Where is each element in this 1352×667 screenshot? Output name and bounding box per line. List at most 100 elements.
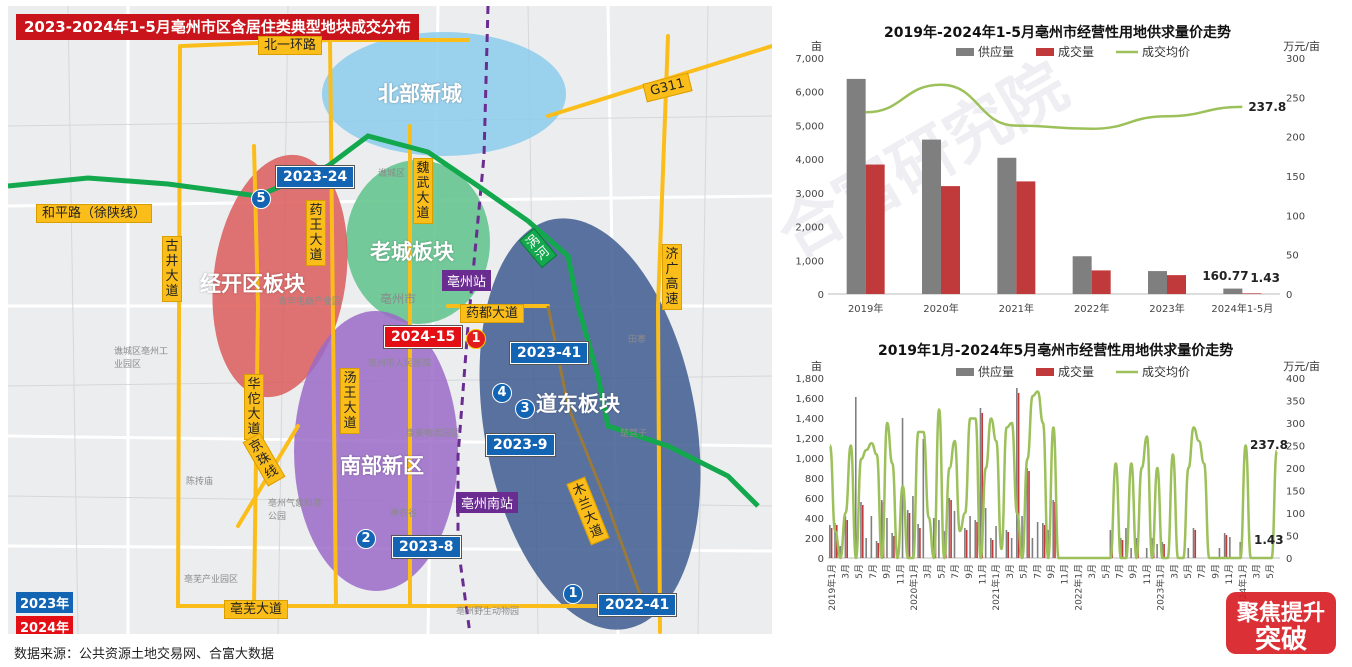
parcel-badge[interactable]: 2023-9 (486, 434, 555, 456)
zone-label-north: 北部新城 (378, 82, 462, 106)
left-tick-label: 5,000 (795, 121, 824, 132)
svg-text:聚焦提升: 聚焦提升 (1236, 600, 1325, 626)
bar-supply (854, 397, 857, 558)
parcel-badge[interactable]: 2024-15 (384, 326, 463, 348)
place-kangmei: 康美物流园区 (406, 429, 461, 439)
bar-supply (1072, 256, 1092, 294)
right-tick-label: 300 (1286, 419, 1305, 430)
bar-deal (1043, 525, 1046, 558)
brand-stamp-logo: 聚焦提升 突破 (1226, 592, 1336, 655)
parcel-badge[interactable]: 2023-8 (392, 536, 461, 558)
bar-supply (969, 516, 971, 558)
bar-supply (1218, 548, 1221, 558)
x-tick-label: 11月 (1224, 564, 1235, 584)
x-tick-label: 11月 (1060, 564, 1071, 584)
zone-label-econ-dev: 经开区板块 (200, 272, 305, 296)
x-tick-label: 7月 (1114, 564, 1125, 579)
bar-supply (948, 498, 951, 558)
parcel-number[interactable]: 2 (356, 529, 376, 549)
bar-supply (922, 139, 941, 294)
right-tick-label: 50 (1286, 251, 1299, 262)
zone-daodong-shape (479, 218, 701, 630)
x-tick-label: 11月 (978, 564, 989, 584)
bar-supply (1187, 548, 1190, 558)
bar-deal (861, 505, 864, 558)
bar-supply (891, 533, 893, 558)
left-axis-unit: 亩 (811, 39, 822, 53)
legend-swatch-deal (1036, 368, 1054, 376)
x-tick-label: 2020年 (923, 302, 958, 315)
right-tick-label: 150 (1286, 487, 1305, 498)
left-tick-label: 1,000 (795, 454, 824, 465)
road-label-beiyi: 北一环路 (258, 36, 323, 55)
legend-label-price: 成交均价 (1142, 364, 1190, 379)
bar-supply (886, 518, 888, 558)
bar-supply (997, 157, 1017, 294)
chart-annual: 亩 万元/亩 0 1,000 2,000 3,000 4,000 5,000 6,000 7,00… (795, 39, 1320, 315)
bar-deal (877, 543, 880, 558)
parcel-number[interactable]: 3 (515, 399, 535, 419)
parcel-badge[interactable]: 2023-24 (276, 166, 355, 188)
legend-2023: 2023年 (16, 592, 74, 613)
right-tick-label: 250 (1286, 442, 1305, 453)
bar-supply (870, 516, 873, 558)
left-tick-label: 6,000 (795, 88, 824, 99)
line-price (865, 83, 1243, 131)
bar-deal (965, 530, 968, 558)
bar-supply (979, 408, 982, 558)
bar-supply (984, 508, 987, 558)
bar-supply (995, 526, 997, 558)
bar-supply (1145, 548, 1148, 558)
bar-supply (846, 78, 866, 294)
right-tick-label: 400 (1286, 374, 1305, 385)
bar-supply (938, 520, 940, 558)
left-tick-label: 1,400 (795, 414, 824, 425)
right-tick-label: 200 (1286, 464, 1305, 475)
parcel-number[interactable]: 1 (563, 584, 583, 604)
right-tick-label: 150 (1286, 172, 1305, 183)
left-tick-label: 0 (818, 554, 824, 565)
parcel-number[interactable]: 1 (466, 329, 486, 349)
bar-supply (880, 500, 883, 558)
parcel-number[interactable]: 4 (492, 383, 512, 403)
bar-supply (932, 518, 935, 558)
bar-supply (829, 525, 831, 558)
parcel-number[interactable]: 5 (251, 189, 271, 209)
bar-deal (991, 540, 994, 558)
left-tick-label: 800 (805, 474, 824, 485)
x-tick-label: 11月 (895, 564, 906, 584)
bar-supply (990, 538, 992, 558)
x-tick-label: 5月 (854, 564, 865, 579)
x-tick-label: 5月 (936, 564, 947, 579)
bar-supply (1119, 538, 1122, 558)
data-label-price: 237.8 (1248, 100, 1286, 114)
bar-supply (1042, 523, 1044, 558)
right-tick-label: 0 (1286, 290, 1292, 301)
parcel-badge[interactable]: 2023-41 (510, 342, 589, 364)
bar-supply (1026, 468, 1029, 558)
parcel-badge[interactable]: 2022-41 (598, 594, 677, 616)
left-tick-label: 1,800 (795, 374, 824, 385)
bar-supply (1130, 548, 1132, 558)
right-tick-label: 0 (1286, 554, 1292, 565)
bar-deal (941, 186, 960, 294)
x-tick-label: 3月 (1005, 564, 1016, 579)
bar-supply (1223, 288, 1243, 294)
bar-deal (1054, 502, 1056, 558)
zone-label-daodong: 道东板块 (536, 392, 620, 416)
bar-supply (917, 524, 919, 558)
bar-deal (1163, 544, 1165, 558)
road-label-huatuo: 华佗大道 (244, 374, 264, 440)
bar-supply (860, 502, 862, 558)
right-tick-label: 350 (1286, 397, 1305, 408)
bar-supply (964, 528, 966, 558)
bar-deal (976, 522, 978, 558)
zone-north-shape (322, 32, 566, 156)
station-bozhou-south: 亳州南站 (456, 492, 519, 513)
road-label-tangwang: 汤王大道 (340, 368, 360, 434)
river-line (8, 133, 760, 508)
left-tick-label: 200 (805, 534, 824, 545)
bar-supply (906, 510, 909, 558)
bar-deal (981, 413, 984, 558)
legend-swatch-supply (956, 48, 974, 56)
